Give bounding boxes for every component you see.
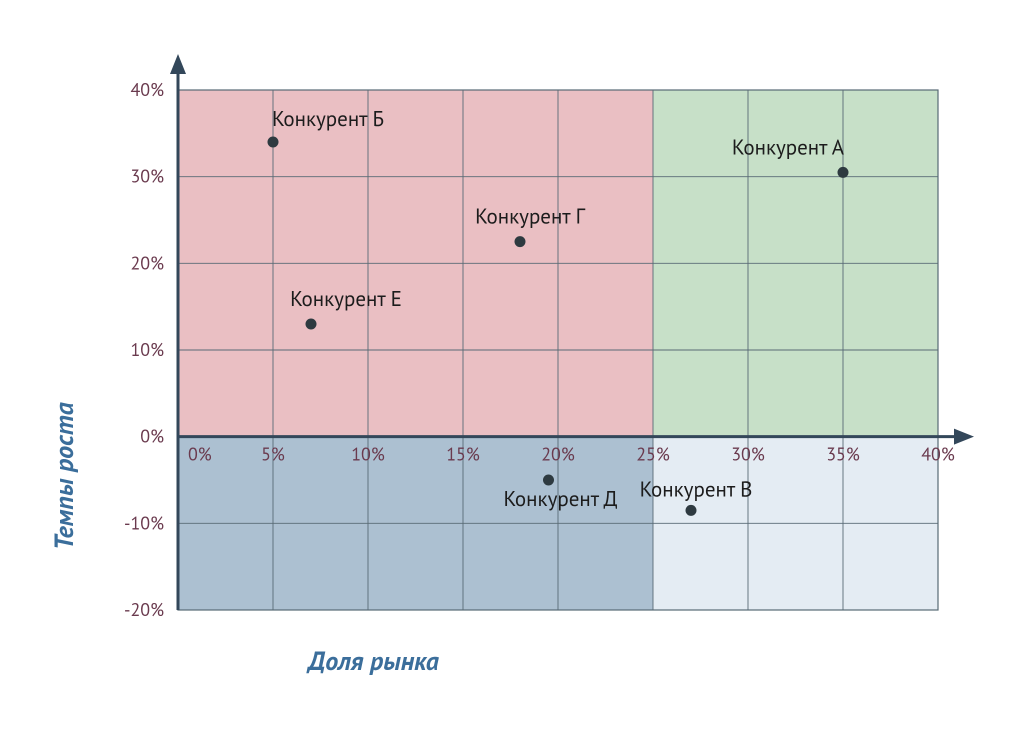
y-axis-arrow-icon [170,54,186,74]
y-tick-label: -20% [124,598,164,621]
data-point [543,475,554,486]
data-point [306,319,317,330]
x-tick-label: 5% [261,443,285,466]
x-axis-arrow-icon [954,429,974,445]
x-tick-label: 35% [826,443,860,466]
y-tick-label: 0% [140,425,164,448]
data-point-label: Конкурент Г [475,203,586,230]
data-point-label: Конкурент Д [503,485,617,512]
y-tick-label: -10% [124,511,164,534]
y-tick-label: 40% [130,78,164,101]
y-tick-label: 10% [130,338,164,361]
y-tick-label: 30% [130,165,164,188]
y-tick-label: 20% [130,251,164,274]
x-tick-label: 40% [921,443,955,466]
data-point [268,137,279,148]
data-point [515,236,526,247]
data-point [686,505,697,516]
x-tick-label: 15% [446,443,480,466]
x-tick-label: 0% [188,443,212,466]
data-point-label: Конкурент А [732,133,845,160]
x-axis-title: Доля рынка [306,645,440,678]
data-point-label: Конкурент В [640,475,753,502]
data-point [838,167,849,178]
data-point-label: Конкурент Е [290,285,402,312]
data-point-label: Конкурент Б [272,105,384,132]
x-tick-label: 10% [351,443,385,466]
x-tick-label: 30% [731,443,765,466]
quadrant-scatter-chart: 0% 5% 10% 15% 20% 25% 30% 35% 40% -20% -10% 0% 10% 20… [0,0,1024,736]
x-tick-label: 20% [541,443,575,466]
x-tick-label: 25% [636,443,670,466]
y-axis-title: Темпы роста [48,401,81,550]
